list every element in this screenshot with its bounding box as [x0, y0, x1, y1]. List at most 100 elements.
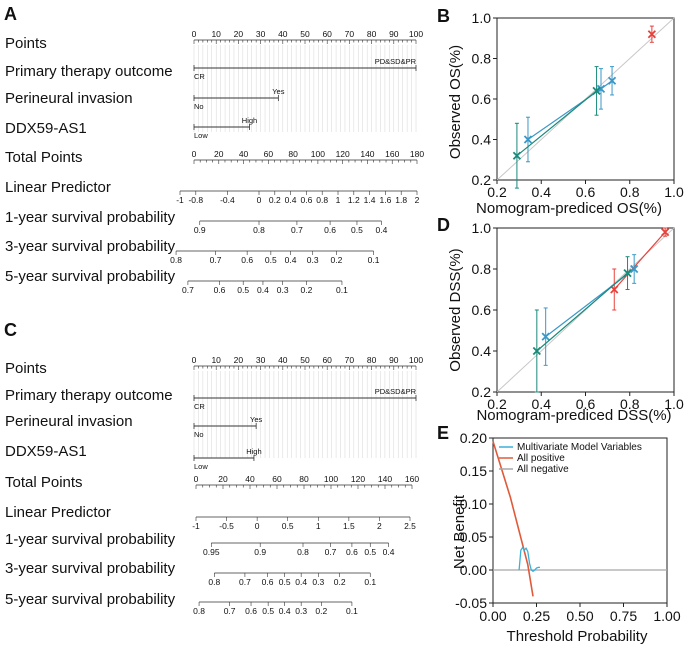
probability-tick-label: 0.2	[315, 606, 327, 616]
factor-level-label: Low	[194, 131, 208, 140]
data-point	[592, 86, 601, 96]
y-tick-label: 0.6	[472, 302, 492, 318]
factor-level-label: CR	[194, 402, 205, 411]
linear-predictor-tick-label: 0.4	[285, 195, 297, 205]
probability-tick-label: 0.6	[245, 606, 257, 616]
x-tick-label: 1.0	[664, 396, 684, 412]
data-point	[541, 332, 550, 341]
y-tick-label: 0.6	[472, 91, 492, 107]
probability-tick-label: 0.7	[210, 255, 222, 265]
y-axis-label: Observed DSS(%)	[447, 248, 464, 371]
y-tick-label: 0.10	[460, 496, 487, 512]
probability-tick-label: 0.6	[214, 285, 226, 295]
factor-level-label: Yes	[250, 415, 262, 424]
linear-predictor-tick-label: 0	[257, 195, 262, 205]
factor-level-label: High	[242, 116, 257, 125]
points-tick-label: 90	[389, 29, 399, 39]
probability-tick-label: 0.7	[182, 285, 194, 295]
points-tick-label: 60	[322, 29, 332, 39]
factor-level-label: Low	[194, 462, 208, 471]
linear-predictor-tick-label: 1	[336, 195, 341, 205]
y-tick-label: 0.05	[460, 529, 487, 545]
total-points-tick-label: 120	[351, 474, 365, 484]
points-tick-label: 100	[409, 355, 423, 365]
legend-all-positive: All positive	[517, 453, 565, 464]
legend-model: Multivariate Model Variables	[517, 442, 642, 453]
x-tick-label: 0.6	[576, 184, 596, 200]
y-tick-label: 0.15	[460, 463, 487, 479]
probability-tick-label: 0.6	[346, 547, 358, 557]
y-tick-label: 0.8	[472, 51, 492, 67]
x-tick-label: 0.4	[532, 184, 552, 200]
nomogram-row-label: DDX59-AS1	[5, 443, 87, 460]
x-axis-label: Nomogram-prediced DSS(%)	[476, 407, 671, 424]
probability-tick-label: 0.95	[203, 547, 220, 557]
linear-predictor-tick-label: 2	[415, 195, 420, 205]
points-tick-label: 50	[300, 29, 310, 39]
probability-tick-label: 0.1	[368, 255, 380, 265]
probability-tick-label: 0.2	[334, 577, 346, 587]
nomogram-row-label: 3-year survival probability	[5, 238, 176, 255]
x-tick-label: 0.2	[487, 396, 507, 412]
total-points-tick-label: 120	[336, 149, 350, 159]
probability-tick-label: 0.5	[265, 255, 277, 265]
probability-tick-label: 0.3	[295, 606, 307, 616]
points-tick-label: 10	[211, 355, 221, 365]
nomogram-row-label: Primary therapy outcome	[5, 63, 173, 80]
linear-predictor-tick-label: 0.2	[269, 195, 281, 205]
nomogram-row-label: 3-year survival probability	[5, 560, 176, 577]
total-points-tick-label: 160	[385, 149, 399, 159]
factor-level-label: High	[246, 447, 261, 456]
probability-tick-label: 0.2	[331, 255, 343, 265]
total-points-tick-label: 100	[324, 474, 338, 484]
points-tick-label: 10	[211, 29, 221, 39]
panel-letter-c: C	[4, 320, 17, 340]
total-points-tick-label: 80	[299, 474, 309, 484]
total-points-tick-label: 40	[245, 474, 255, 484]
probability-tick-label: 0.5	[279, 577, 291, 587]
calibration-line	[516, 90, 597, 157]
x-tick-label: 0.50	[566, 608, 593, 624]
nomogram-row-label: Total Points	[5, 474, 83, 491]
nomogram-row-label: Linear Predictor	[5, 504, 111, 521]
nomogram-row-label: DDX59-AS1	[5, 120, 87, 137]
probability-tick-label: 0.8	[208, 577, 220, 587]
x-axis-label: Threshold Probability	[507, 628, 648, 645]
total-points-tick-label: 60	[264, 149, 274, 159]
x-tick-label: 0.2	[487, 184, 507, 200]
total-points-tick-label: 80	[288, 149, 298, 159]
points-tick-label: 40	[278, 29, 288, 39]
data-point	[607, 76, 617, 85]
points-tick-label: 40	[278, 355, 288, 365]
probability-tick-label: 0.8	[253, 225, 265, 235]
nomogram-a: Points Primary therapy outcome Perineura…	[5, 29, 424, 295]
points-tick-label: 30	[256, 29, 266, 39]
nomogram-row-label: Perineural invasion	[5, 90, 133, 107]
probability-tick-label: 0.4	[285, 255, 297, 265]
data-point	[661, 227, 670, 237]
probability-tick-label: 0.4	[257, 285, 269, 295]
probability-tick-label: 0.3	[307, 255, 319, 265]
total-points-tick-label: 140	[378, 474, 392, 484]
decision-curve: Net Benefit Threshold Probability Multiv…	[451, 430, 681, 645]
probability-tick-label: 0.4	[279, 606, 291, 616]
linear-predictor-tick-label: 2	[377, 521, 382, 531]
nomogram-row-label: 5-year survival probability	[5, 591, 176, 608]
probability-tick-label: 0.1	[346, 606, 358, 616]
points-tick-label: 80	[367, 29, 377, 39]
y-tick-label: 0.8	[472, 261, 492, 277]
nomogram-row-label: Total Points	[5, 149, 83, 166]
points-tick-label: 20	[234, 29, 244, 39]
total-points-tick-label: 160	[405, 474, 419, 484]
points-tick-label: 80	[367, 355, 377, 365]
probability-tick-label: 0.8	[297, 547, 309, 557]
linear-predictor-tick-label: 0.8	[316, 195, 328, 205]
factor-level-label: PD&SD&PR	[375, 387, 417, 396]
probability-tick-label: 0.5	[351, 225, 363, 235]
panel-letter-a: A	[4, 4, 17, 24]
x-tick-label: 0.8	[620, 184, 640, 200]
panel-letter-d: D	[437, 215, 450, 235]
points-tick-label: 70	[345, 355, 355, 365]
points-tick-label: 60	[322, 355, 332, 365]
